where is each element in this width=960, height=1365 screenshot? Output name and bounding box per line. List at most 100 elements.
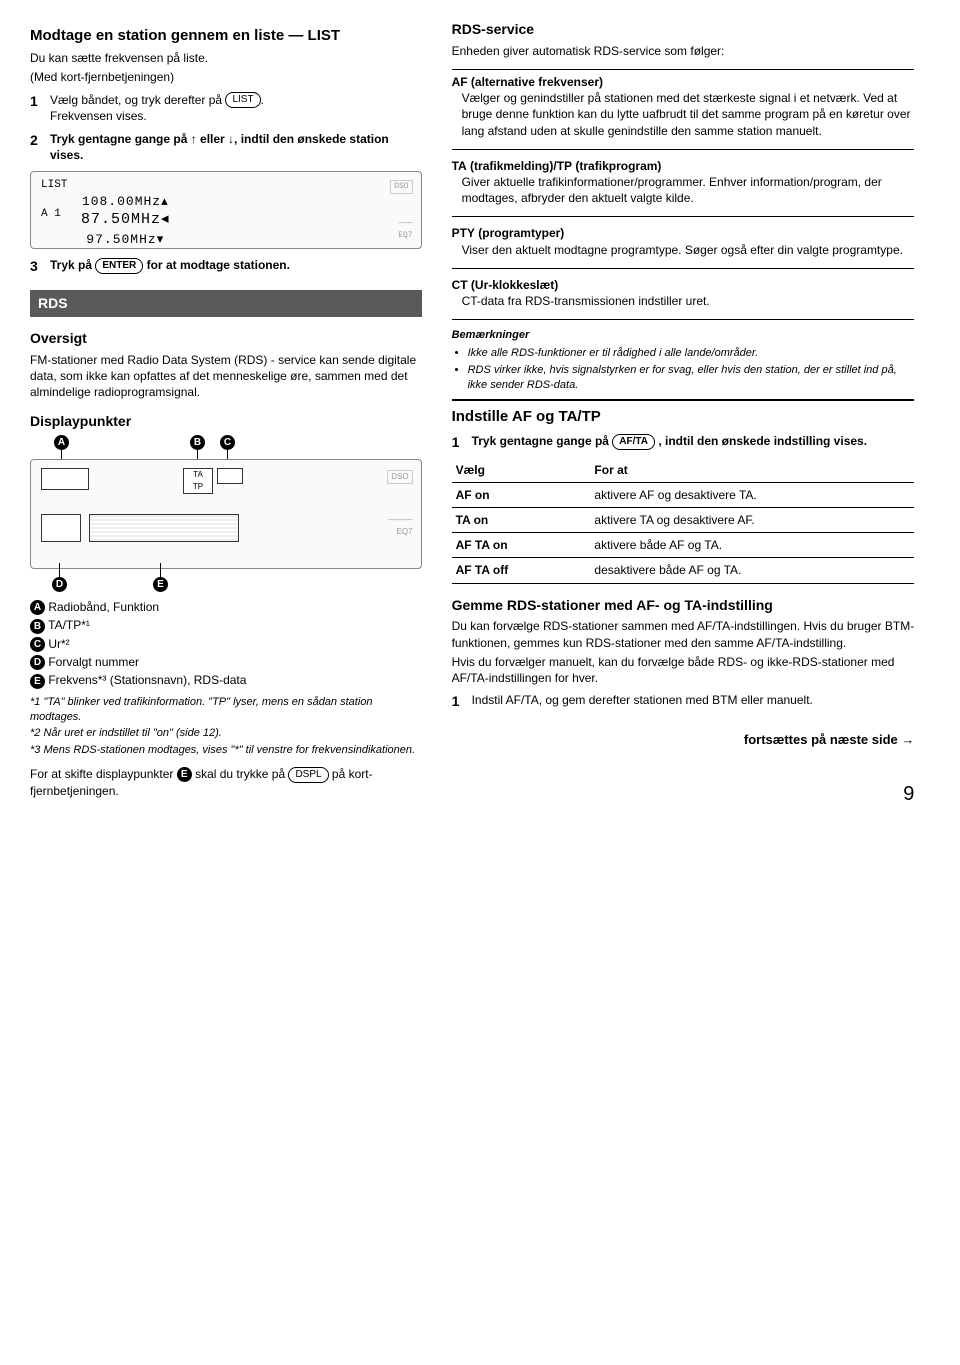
legend-item: E Frekvens*³ (Stationsnavn), RDS-data (30, 672, 422, 688)
footnote-2: *2 Når uret er indstillet til "on" (side… (30, 726, 422, 741)
step-text-post: . (261, 93, 264, 107)
step-2: 2 Tryk gentagne gange på ↑ eller ↓, indt… (30, 131, 422, 163)
table-header: Vælg (452, 458, 591, 483)
table-cell: aktivere AF og desaktivere TA. (590, 482, 914, 507)
fig-rect-e (89, 514, 239, 542)
step-body: Tryk gentagne gange på ↑ eller ↓, indtil… (50, 131, 422, 163)
oversigt-body: FM-stationer med Radio Data System (RDS)… (30, 352, 422, 401)
afta-step-1: 1 Tryk gentagne gange på AF/TA , indtil … (452, 433, 915, 452)
oversigt-heading: Oversigt (30, 329, 422, 348)
step-body: Tryk på ENTER for at modtage stationen. (50, 257, 422, 276)
callout-row-bottom: D E (30, 575, 422, 593)
feature-title: TA (trafikmelding)/TP (trafikprogram) (452, 158, 915, 174)
eq7-badge: EQ7 (387, 526, 412, 538)
fig-rect-d (41, 514, 81, 542)
display-side-labels: DSO ——— EQ7 (390, 180, 412, 242)
circle-e: E (30, 674, 45, 689)
features-list: AF (alternative frekvenser)Vælger og gen… (452, 74, 915, 320)
legend-text: Frekvens*³ (Stationsnavn), RDS-data (48, 673, 246, 687)
step-number: 1 (452, 692, 466, 711)
callout-a: A (54, 435, 69, 450)
enter-button-label: ENTER (95, 258, 143, 274)
legend-text: TA/TP*¹ (48, 618, 90, 632)
remote-note: (Med kort-fjernbetjeningen) (30, 69, 422, 85)
display-preset: A 1 (41, 193, 81, 248)
step-3: 3 Tryk på ENTER for at modtage stationen… (30, 257, 422, 276)
displaypunkter-heading: Displaypunkter (30, 412, 422, 431)
step-number: 1 (452, 433, 466, 452)
feature-title: CT (Ur-klokkeslæt) (452, 277, 915, 293)
dspl-button-label: DSPL (288, 767, 328, 783)
display-freq-3: 97.50MHz▾ (81, 231, 170, 249)
lcd-display-2: FM1 TA TP DSO ——— EQ7 (30, 459, 422, 569)
right-column: RDS-service Enheden giver automatisk RDS… (452, 20, 915, 811)
gemme-heading: Gemme RDS-stationer med AF- og TA-indsti… (452, 596, 915, 615)
callout-b: B (190, 435, 205, 450)
callout-line (59, 563, 60, 577)
divider (452, 69, 915, 70)
legend-text: Radiobånd, Funktion (48, 600, 159, 614)
circle-a: A (30, 600, 45, 615)
table-cell: AF on (452, 482, 591, 507)
divider-thick (452, 399, 915, 401)
circle-b: B (30, 619, 45, 634)
feature-body: Viser den aktuelt modtagne programtype. … (452, 242, 915, 258)
circle-d: D (30, 655, 45, 670)
step-text-post: for at modtage stationen. (147, 258, 290, 272)
feature-block: CT (Ur-klokkeslæt)CT-data fra RDS-transm… (452, 277, 915, 320)
legend-list: A Radiobånd, Funktion B TA/TP*¹ C Ur*² D… (30, 599, 422, 689)
list-button-label: LIST (225, 92, 260, 108)
table-row: AF onaktivere AF og desaktivere TA. (452, 482, 915, 507)
footnote-1: *1 "TA" blinker ved trafikinformation. "… (30, 695, 422, 725)
callout-d: D (52, 577, 67, 592)
gemme-step-1: 1 Indstil AF/TA, og gem derefter station… (452, 692, 915, 711)
fig-rect-b: TA TP (183, 468, 213, 494)
final-instruction: For at skifte displaypunkter E skal du t… (30, 766, 422, 799)
afta-table: Vælg For at AF onaktivere AF og desaktiv… (452, 458, 915, 584)
divider (452, 319, 915, 320)
feature-title: AF (alternative frekvenser) (452, 74, 915, 90)
feature-block: AF (alternative frekvenser)Vælger og gen… (452, 74, 915, 150)
feature-block: PTY (programtyper)Viser den aktuelt modt… (452, 225, 915, 268)
table-header: For at (590, 458, 914, 483)
page-number: 9 (452, 781, 915, 808)
table-row: AF TA onaktivere både AF og TA. (452, 533, 915, 558)
feature-block: TA (trafikmelding)/TP (trafikprogram)Giv… (452, 158, 915, 218)
rds-heading-bar: RDS (30, 290, 422, 317)
step-number: 1 (30, 92, 44, 125)
callout-e: E (153, 577, 168, 592)
step-body: Vælg båndet, og tryk derefter på LIST. F… (50, 92, 422, 125)
callout-row-top: A B C (30, 435, 422, 453)
continue-text: fortsættes på næste side → (452, 731, 915, 749)
rds-service-heading: RDS-service (452, 20, 915, 39)
feature-title: PTY (programtyper) (452, 225, 915, 241)
step-text-post: , indtil den ønskede indstilling vises. (658, 434, 867, 448)
fig-rect-c (217, 468, 243, 484)
bem-item: RDS virker ikke, hvis signalstyrken er f… (468, 363, 915, 393)
step-body: Tryk gentagne gange på AF/TA , indtil de… (472, 433, 915, 452)
step-text: Tryk på (50, 258, 95, 272)
legend-text: Forvalgt nummer (48, 655, 139, 669)
step-number: 3 (30, 257, 44, 276)
feature-body: CT-data fra RDS-transmissionen indstille… (452, 293, 915, 309)
divider (452, 149, 915, 150)
step-number: 2 (30, 131, 44, 163)
step-subtext: Frekvensen vises. (50, 108, 422, 124)
bemarkninger-title: Bemærkninger (452, 328, 915, 343)
eq7-badge: EQ7 (390, 230, 412, 242)
gemme-body-2: Hvis du forvælger manuelt, kan du forvæl… (452, 654, 915, 686)
left-column: Modtage en station gennem en liste — LIS… (30, 20, 422, 811)
gemme-body-1: Du kan forvælge RDS-stationer sammen med… (452, 618, 915, 650)
step-text: Vælg båndet, og tryk derefter på (50, 93, 225, 107)
table-cell: TA on (452, 508, 591, 533)
display-side-labels: DSO ——— EQ7 (387, 470, 412, 538)
callout-line (160, 563, 161, 577)
final-text: skal du trykke på (195, 767, 288, 781)
table-header-row: Vælg For at (452, 458, 915, 483)
divider (452, 268, 915, 269)
footnote-3: *3 Mens RDS-stationen modtages, vises "*… (30, 743, 422, 758)
callout-c: C (220, 435, 235, 450)
afta-heading: Indstille AF og TA/TP (452, 407, 915, 427)
legend-item: A Radiobånd, Funktion (30, 599, 422, 615)
divider (452, 216, 915, 217)
